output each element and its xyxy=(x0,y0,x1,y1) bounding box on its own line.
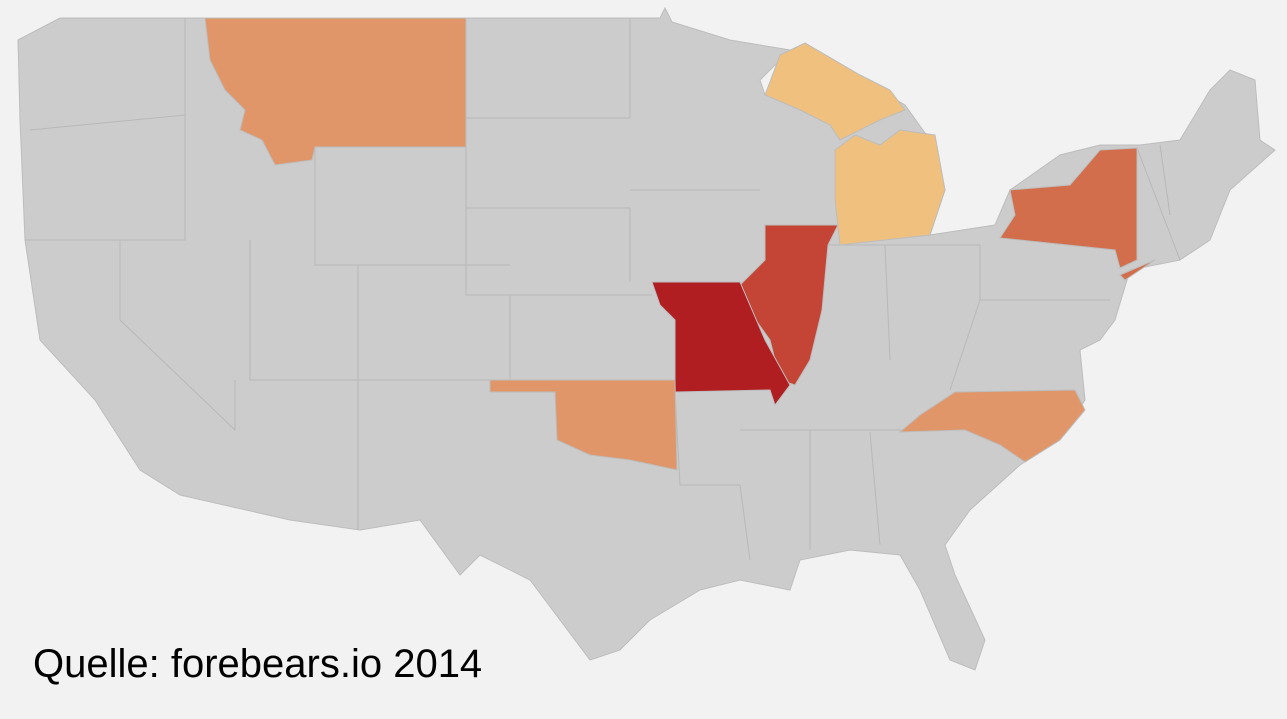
highlighted-state xyxy=(651,281,791,407)
highlighted-state xyxy=(1119,259,1156,281)
highlighted-state xyxy=(764,42,906,141)
source-label: Quelle: forebears.io 2014 xyxy=(33,642,482,686)
highlighted-state xyxy=(834,129,946,246)
highlighted-state xyxy=(204,17,467,166)
highlighted-state xyxy=(999,147,1138,269)
us-outline xyxy=(17,6,1276,671)
highlighted-state xyxy=(898,389,1086,463)
state-borders xyxy=(25,18,1181,561)
highlighted-state xyxy=(489,379,678,471)
